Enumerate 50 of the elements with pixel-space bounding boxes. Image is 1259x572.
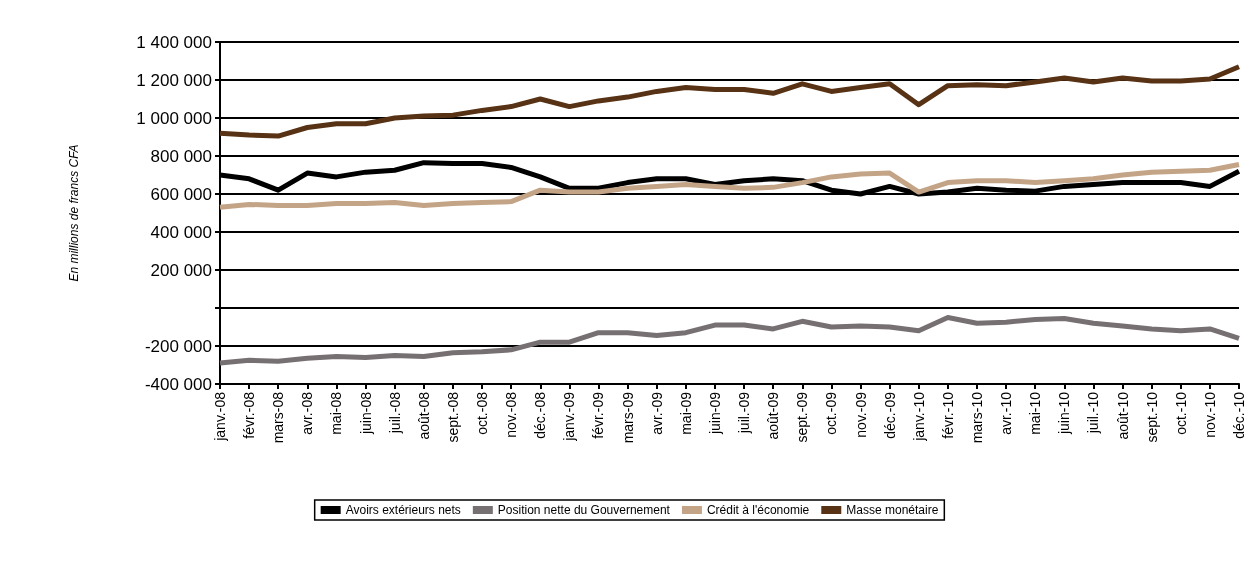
x-tick-label: juil.-08 — [386, 391, 403, 435]
legend-label: Masse monétaire — [846, 503, 939, 517]
x-tick-label: janv.-09 — [561, 391, 578, 442]
x-tick-label: mars-08 — [270, 391, 287, 444]
x-tick-label: mars-10 — [968, 391, 985, 444]
x-tick-label: août-10 — [1114, 391, 1131, 440]
x-tick-label: juil.-09 — [736, 391, 753, 435]
x-tick-label: févr.-08 — [241, 391, 258, 439]
x-tick-label: nov.-08 — [503, 391, 520, 438]
x-tick-label: mai-10 — [1027, 391, 1044, 435]
y-tick-label: -200 000 — [144, 336, 212, 356]
x-tick-label: oct.-10 — [1172, 391, 1189, 435]
y-tick-label: -400 000 — [144, 374, 212, 394]
x-tick-label: oct.-09 — [823, 391, 840, 435]
legend-label: Avoirs extérieurs nets — [345, 503, 461, 517]
x-tick-label: juin-08 — [357, 391, 374, 436]
legend-label: Crédit à l'économie — [706, 503, 810, 517]
x-tick-label: déc.-09 — [881, 391, 898, 439]
x-tick-label: nov.-09 — [852, 391, 869, 438]
x-tick-label: janv.-08 — [212, 391, 228, 442]
legend-label: Position nette du Gouvernement — [497, 503, 671, 517]
x-tick-label: juin-10 — [1056, 391, 1073, 436]
x-tick-label: mars-09 — [619, 391, 636, 444]
x-tick-label: sept.-08 — [444, 391, 461, 443]
x-tick-label: août-08 — [415, 391, 432, 440]
x-tick-label: janv.-10 — [910, 391, 927, 442]
x-tick-label: juin-09 — [706, 391, 723, 436]
y-tick-label: 800 000 — [150, 146, 212, 166]
y-tick-label: 1 400 000 — [136, 32, 212, 52]
y-tick-label: 400 000 — [150, 222, 212, 242]
x-tick-label: déc.-08 — [532, 391, 549, 439]
x-tick-label: déc.-10 — [1231, 391, 1247, 439]
x-tick-label: oct.-08 — [474, 391, 491, 435]
y-tick-label: 1 000 000 — [136, 108, 212, 128]
x-tick-label: août-09 — [765, 391, 782, 440]
x-tick-label: nov.-10 — [1201, 391, 1218, 438]
x-tick-label: avr.-09 — [648, 391, 665, 435]
x-tick-label: févr.-09 — [590, 391, 607, 439]
y-tick-label: 600 000 — [150, 184, 212, 204]
x-tick-label: avr.-10 — [998, 391, 1015, 435]
x-tick-label: mai-08 — [328, 391, 345, 435]
x-tick-label: févr.-10 — [939, 391, 956, 439]
x-tick-label: mai-09 — [677, 391, 694, 435]
x-tick-label: sept.-10 — [1143, 391, 1160, 443]
x-tick-label: juil.-10 — [1085, 391, 1102, 435]
y-tick-label: 200 000 — [150, 260, 212, 280]
x-tick-label: avr.-08 — [299, 391, 316, 435]
y-axis-title: En millions de francs CFA — [67, 144, 81, 282]
y-tick-label: 1 200 000 — [136, 70, 212, 90]
x-tick-label: sept.-09 — [794, 391, 811, 443]
